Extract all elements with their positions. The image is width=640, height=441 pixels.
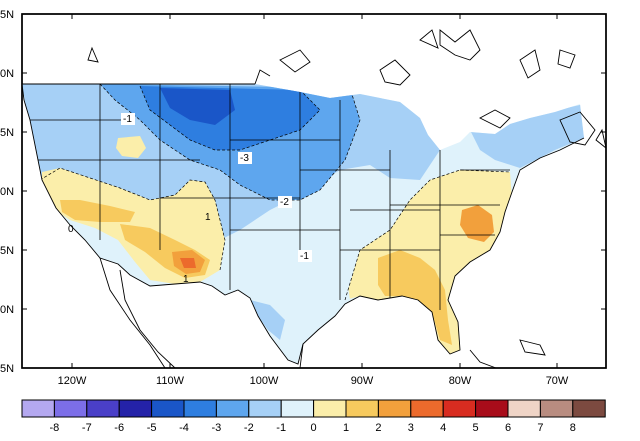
- legend-label: 7: [537, 422, 543, 434]
- legend-label: 5: [473, 422, 479, 434]
- lon-label: 70W: [546, 375, 569, 387]
- legend-label: 4: [440, 422, 446, 434]
- legend-swatch: [377, 399, 412, 418]
- legend-swatch: [53, 399, 88, 418]
- lon-label: 80W: [449, 375, 472, 387]
- legend-label: -3: [212, 422, 222, 434]
- lon-label: 110W: [156, 375, 185, 387]
- legend-label: 1: [343, 422, 349, 434]
- legend-swatch: [442, 399, 477, 418]
- contour-label: 1: [205, 212, 211, 223]
- legend-label: 6: [505, 422, 511, 434]
- legend-label: -8: [50, 422, 60, 434]
- legend-swatch: [410, 399, 444, 418]
- lat-label: 0N: [0, 68, 14, 80]
- legend-swatch: [475, 399, 509, 418]
- lat-label: 0N: [0, 186, 14, 198]
- coastlines: [22, 29, 606, 368]
- contour-lines: [39, 84, 511, 301]
- lat-axis: 5N 0N 5N 0N 5N 0N 5N: [0, 9, 14, 375]
- lon-label: 90W: [351, 375, 374, 387]
- legend-swatch: [248, 399, 282, 418]
- lat-ticks: [22, 13, 606, 369]
- lon-ticks: [71, 14, 558, 368]
- legend-label: -1: [276, 422, 286, 434]
- contour-label: 0: [68, 224, 74, 235]
- lat-label: 0N: [0, 304, 14, 316]
- legend-swatch: [313, 399, 347, 418]
- legend-swatch: [507, 399, 541, 418]
- lat-label: 5N: [0, 245, 14, 257]
- contour-labels: -1 -3 -2 -1 0 1 1: [68, 113, 312, 285]
- legend-label: 0: [311, 422, 317, 434]
- legend-label: -5: [147, 422, 157, 434]
- lat-label: 5N: [0, 9, 14, 21]
- contour-label: -1: [300, 251, 309, 262]
- lon-axis: 120W 110W 100W 90W 80W 70W: [58, 375, 569, 387]
- legend-label: 2: [375, 422, 381, 434]
- contour-label: -3: [240, 153, 249, 164]
- state-boundaries: [22, 84, 510, 310]
- legend-label: 3: [408, 422, 414, 434]
- contour-label: 1: [183, 274, 189, 285]
- legend-swatch: [21, 399, 55, 418]
- legend-swatch: [86, 399, 120, 418]
- legend-swatch: [151, 399, 185, 418]
- contour-label: -1: [123, 114, 132, 125]
- legend-swatch: [183, 399, 217, 418]
- legend-label: -2: [244, 422, 254, 434]
- legend-label: -6: [114, 422, 124, 434]
- legend-label: -7: [82, 422, 92, 434]
- legend-swatch: [572, 399, 606, 418]
- legend-swatch: [280, 399, 315, 418]
- legend-swatch: [215, 399, 250, 418]
- lon-label: 100W: [250, 375, 279, 387]
- legend-swatch: [118, 399, 153, 418]
- color-legend: -8 -7 -6 -5 -4 -3 -2 -1 0 1 2 3 4 5 6 7 8: [21, 399, 606, 434]
- legend-swatch: [539, 399, 574, 418]
- lat-label: 5N: [0, 127, 14, 139]
- lat-label: 5N: [0, 363, 14, 375]
- legend-label: -4: [179, 422, 189, 434]
- legend-swatch: [345, 399, 379, 418]
- lon-label: 120W: [58, 375, 87, 387]
- contour-label: -2: [280, 197, 289, 208]
- legend-label: 8: [570, 422, 576, 434]
